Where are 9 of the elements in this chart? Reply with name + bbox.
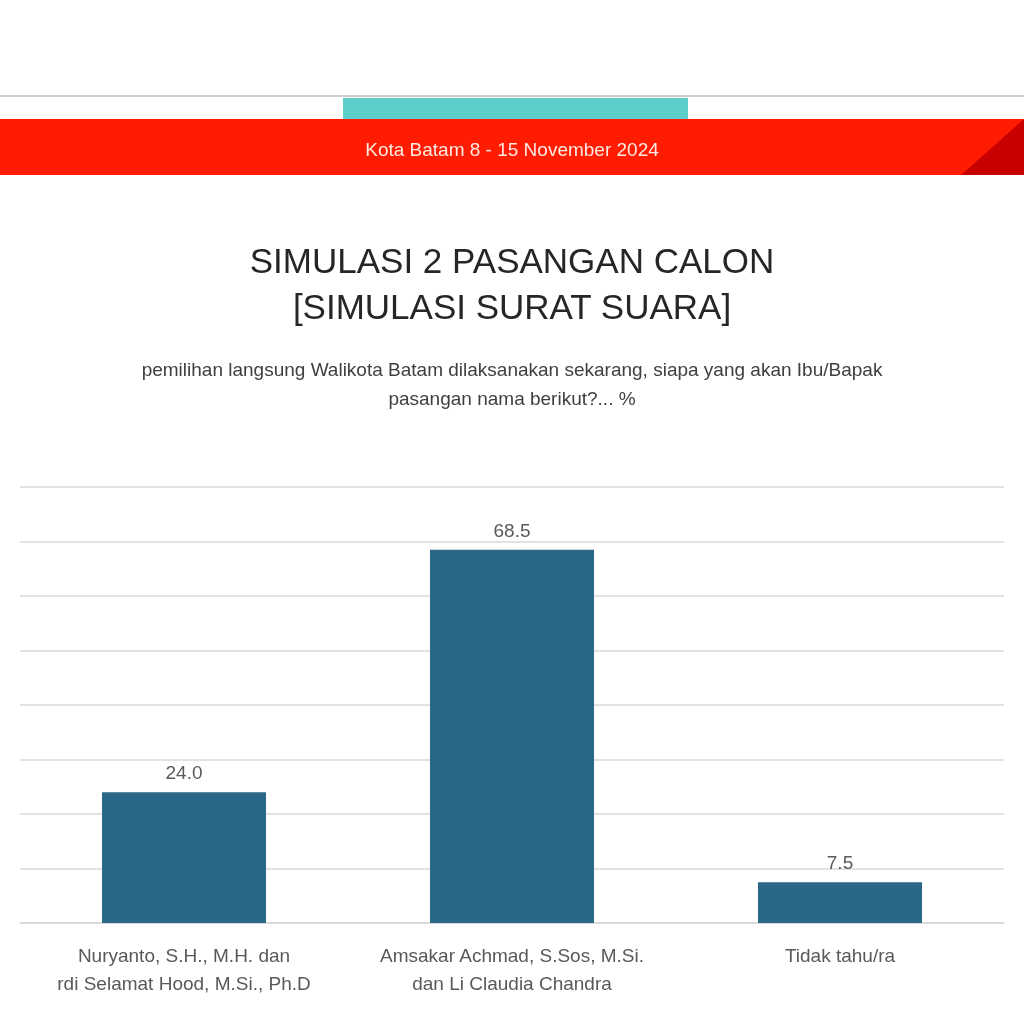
chart-title: SIMULASI 2 PASANGAN CALON [SIMULASI SURAT SUARA]	[249, 240, 775, 326]
chart-subtitle: Kota Batam 8 - 15 November 2024	[365, 139, 660, 160]
x-tick-label: Amsakar Achmad, S.Sos, M.Si. dan Li Claudia Chandra	[380, 944, 644, 994]
x-tick-label: Nuryanto, S.H., M.H. dan rdi Selamat Hood, M.Si., Ph.D	[57, 944, 311, 994]
data-label: 24.0	[165, 762, 203, 784]
data-label: 68.5	[493, 519, 531, 541]
data-label: 7.5	[826, 852, 854, 874]
text: pemilihan langsung Walikota Batam dilaksanakan sekarang, siapa yang akan Ibu/Bapak pasangan nama berikut?... %	[141, 359, 883, 409]
x-tick-label: Tidak tahu/ra	[784, 944, 896, 966]
